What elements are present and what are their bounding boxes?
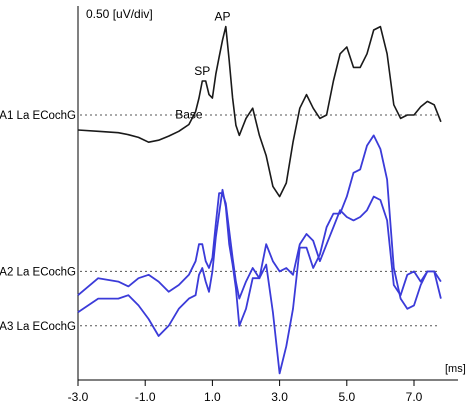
x-tick-label-1: -3.0 bbox=[68, 390, 89, 404]
trace-1 bbox=[77, 25, 442, 198]
series-label-2: A2 La ECochG bbox=[0, 266, 76, 278]
series-label-3: A3 La ECochG bbox=[0, 321, 76, 333]
chart-axes bbox=[77, 6, 458, 381]
scale-label: 0.50 [uV/div] bbox=[86, 7, 153, 21]
x-tick-label-5: 5.0 bbox=[338, 390, 355, 404]
peak-label-sp: SP bbox=[194, 64, 210, 78]
x-tick-label-6: 7.0 bbox=[406, 390, 423, 404]
x-unit-label: [ms] bbox=[445, 363, 466, 375]
x-tick-label-4: 3.0 bbox=[271, 390, 288, 404]
trace-2 bbox=[77, 192, 442, 300]
x-tick-label-2: -1.0 bbox=[135, 390, 156, 404]
peak-label-ap: AP bbox=[214, 10, 230, 24]
x-tick-label-3: 1.0 bbox=[204, 390, 221, 404]
trace-3 bbox=[77, 134, 442, 375]
peak-label-base: Base bbox=[175, 108, 203, 122]
series-label-1: A1 La ECochG bbox=[0, 110, 76, 122]
